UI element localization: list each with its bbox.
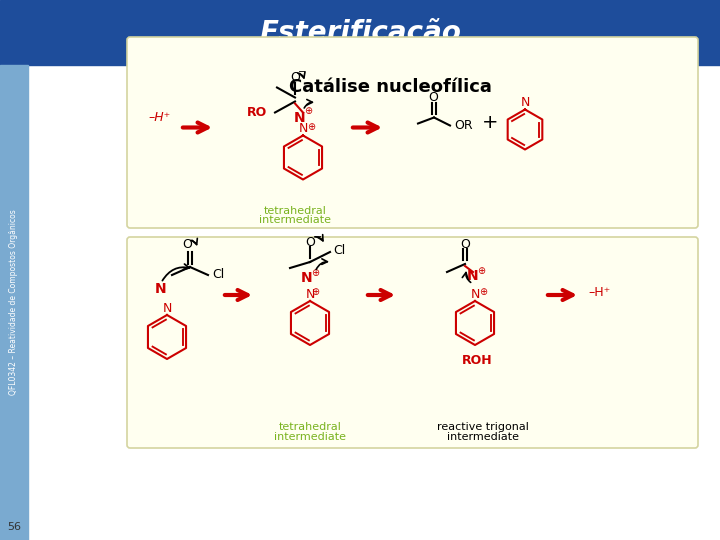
Text: O: O bbox=[290, 71, 300, 84]
Text: tetrahedral: tetrahedral bbox=[279, 422, 341, 432]
Text: −: − bbox=[314, 232, 322, 242]
Text: intermediate: intermediate bbox=[274, 432, 346, 442]
Text: ⊕: ⊕ bbox=[311, 287, 319, 297]
Text: O: O bbox=[428, 91, 438, 104]
Text: N: N bbox=[467, 269, 479, 283]
Text: QFL0342 – Reatividade de Compostos Orgânicos: QFL0342 – Reatividade de Compostos Orgân… bbox=[9, 210, 19, 395]
Text: reactive trigonal: reactive trigonal bbox=[437, 422, 529, 432]
FancyBboxPatch shape bbox=[127, 237, 698, 448]
Text: ROH: ROH bbox=[462, 354, 492, 367]
Text: –H⁺: –H⁺ bbox=[589, 287, 611, 300]
Text: 56: 56 bbox=[7, 522, 21, 532]
Bar bbox=[0, 0, 720, 65]
FancyBboxPatch shape bbox=[127, 37, 698, 228]
Text: ⊕: ⊕ bbox=[307, 122, 315, 132]
Text: ⊕: ⊕ bbox=[479, 287, 487, 297]
Text: Cl: Cl bbox=[333, 244, 346, 256]
Text: ⊕: ⊕ bbox=[311, 268, 319, 278]
Text: O: O bbox=[182, 239, 192, 252]
Text: ⊕: ⊕ bbox=[304, 106, 312, 117]
Text: N: N bbox=[162, 302, 171, 315]
Text: OR: OR bbox=[454, 119, 472, 132]
Text: N: N bbox=[470, 288, 480, 301]
Text: Cl: Cl bbox=[212, 268, 224, 281]
Text: N: N bbox=[298, 123, 307, 136]
Text: tetrahedral: tetrahedral bbox=[264, 206, 326, 216]
Text: intermediate: intermediate bbox=[447, 432, 519, 442]
Text: +: + bbox=[482, 113, 498, 132]
Text: –H⁺: –H⁺ bbox=[149, 111, 171, 124]
Text: N: N bbox=[521, 96, 530, 109]
Text: N: N bbox=[301, 271, 312, 285]
Text: intermediate: intermediate bbox=[259, 215, 331, 225]
Text: Esterificação: Esterificação bbox=[259, 18, 461, 47]
Text: N: N bbox=[294, 111, 306, 125]
Text: ⊕: ⊕ bbox=[477, 266, 485, 276]
Text: N: N bbox=[156, 282, 167, 296]
Text: −: − bbox=[298, 68, 306, 78]
Bar bbox=[0, 65, 28, 540]
Text: O: O bbox=[460, 238, 470, 251]
Text: N: N bbox=[305, 288, 315, 301]
Text: O: O bbox=[305, 235, 315, 248]
Text: Catálise nucleofílica: Catálise nucleofílica bbox=[289, 78, 492, 96]
Text: RO: RO bbox=[247, 106, 267, 119]
